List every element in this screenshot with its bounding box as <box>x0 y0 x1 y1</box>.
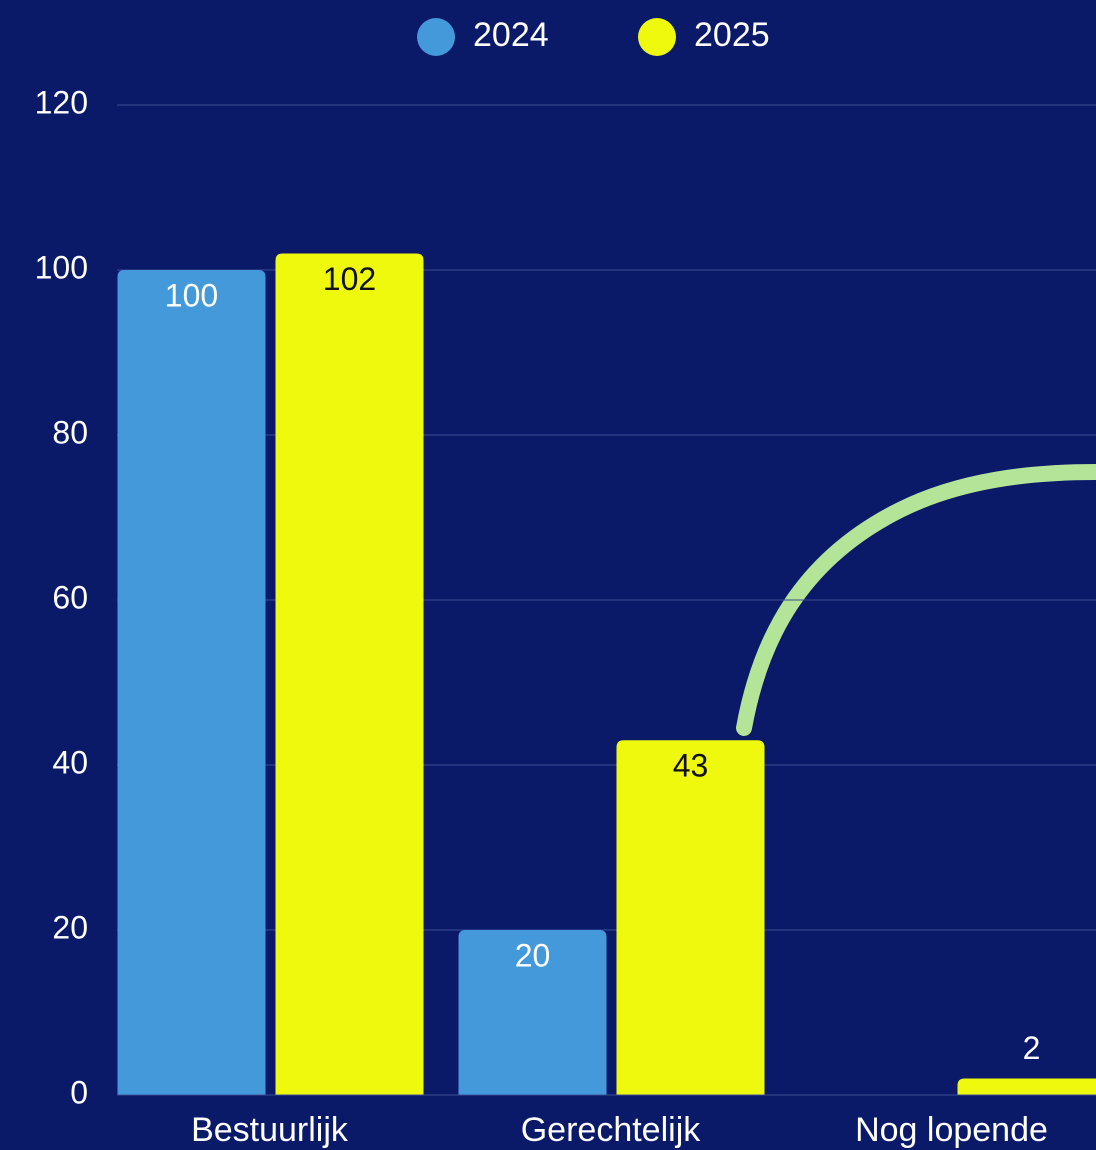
data-label: 20 <box>515 937 551 973</box>
data-label: 100 <box>165 277 218 313</box>
bar <box>458 930 607 1095</box>
bar <box>275 253 424 1095</box>
y-tick-label: 60 <box>52 579 88 615</box>
y-tick-label: 80 <box>52 414 88 450</box>
decorative-arc <box>736 464 1096 736</box>
y-tick-label: 120 <box>35 84 88 120</box>
bar <box>957 1078 1096 1095</box>
x-tick-label: Bestuurlijk <box>191 1111 349 1149</box>
y-tick-label: 100 <box>35 249 88 285</box>
bar <box>117 270 266 1095</box>
y-tick-label: 20 <box>52 909 88 945</box>
x-tick-label: Nog lopende <box>855 1111 1048 1149</box>
legend-label: 2024 <box>473 16 549 54</box>
legend-label: 2025 <box>694 16 770 54</box>
x-tick-label: Gerechtelijk <box>521 1111 702 1149</box>
data-label: 2 <box>1023 1030 1041 1066</box>
y-tick-label: 0 <box>70 1074 88 1110</box>
y-tick-label: 40 <box>52 744 88 780</box>
data-label: 102 <box>323 261 376 297</box>
legend-swatch <box>417 18 455 56</box>
data-label: 43 <box>673 748 709 784</box>
bar <box>616 740 765 1095</box>
legend-swatch <box>638 18 676 56</box>
